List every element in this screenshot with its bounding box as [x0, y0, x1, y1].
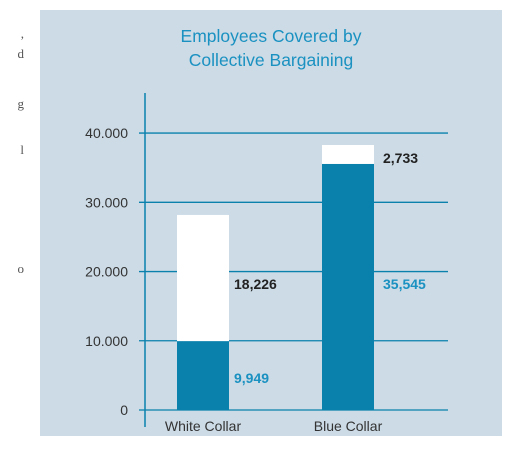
y-tick-label: 0 — [120, 402, 128, 418]
x-tick-label: Blue Collar — [314, 418, 383, 434]
bar-white-collar-segment-2 — [177, 214, 229, 342]
cropped-page-text-fragment: , d g l o — [0, 0, 40, 463]
x-tick-label: White Collar — [165, 418, 242, 434]
fragment-line: d — [17, 46, 25, 61]
fragment-line: , — [20, 26, 24, 41]
bar-blue-collar-segment-1 — [322, 163, 374, 410]
data-label: 2,733 — [383, 150, 418, 166]
y-tick-label: 10.000 — [85, 333, 128, 349]
fragment-line: g — [17, 96, 25, 111]
y-tick-label: 20.000 — [85, 264, 128, 280]
bar-white-collar-segment-1 — [177, 341, 229, 410]
data-label: 9,949 — [234, 370, 269, 386]
data-label: 18,226 — [234, 276, 277, 292]
bar-blue-collar-segment-2 — [322, 144, 374, 164]
y-tick-label: 30.000 — [85, 194, 128, 210]
chart-title-line-2: Collective Bargaining — [188, 50, 354, 70]
y-tick-label: 40.000 — [85, 125, 128, 141]
fragment-line: l — [20, 142, 24, 157]
chart-title-line-1: Employees Covered by — [180, 26, 362, 46]
chart-panel — [40, 10, 502, 436]
data-label: 35,545 — [383, 276, 426, 292]
fragment-line: o — [17, 261, 25, 276]
chart-title: Employees Covered by Collective Bargaini… — [40, 24, 502, 72]
